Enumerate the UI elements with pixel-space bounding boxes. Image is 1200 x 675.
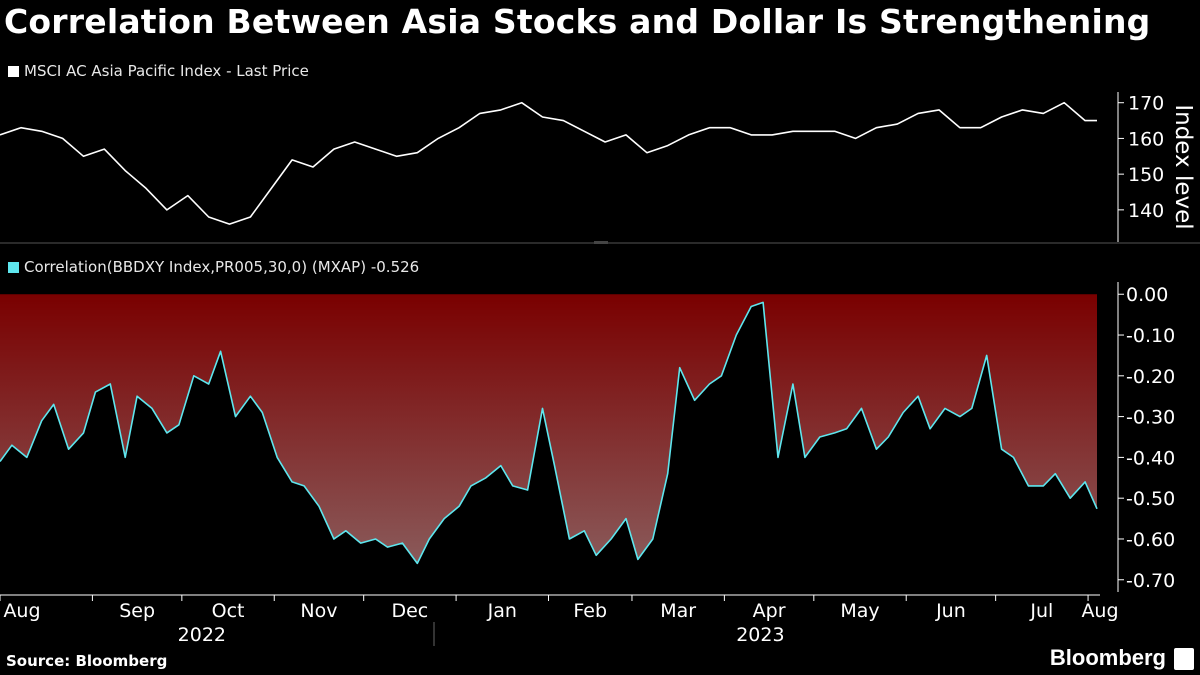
- x-tick-label: Nov: [300, 600, 337, 622]
- panel-resize-handle[interactable]: [594, 241, 608, 244]
- x-year-label: 2022: [178, 624, 226, 646]
- x-axis: Aug Sep Oct Nov Dec Jan Feb Mar Apr May Jun Jul Aug 2…: [0, 594, 1119, 646]
- x-tick-label: Jul: [1029, 600, 1053, 622]
- correlation-y-tick-label: 0.00: [1126, 284, 1168, 306]
- price-legend-label: MSCI AC Asia Pacific Index - Last Price: [24, 62, 309, 80]
- chart-title: Correlation Between Asia Stocks and Doll…: [4, 2, 1151, 41]
- x-tick-label: Apr: [753, 600, 786, 622]
- price-legend: MSCI AC Asia Pacific Index - Last Price: [8, 62, 309, 80]
- corr-legend-swatch: [8, 261, 19, 273]
- x-tick-label: Aug: [3, 600, 40, 622]
- x-tick-label: Aug: [1081, 600, 1118, 622]
- correlation-area-fill: [0, 294, 1097, 564]
- correlation-y-tick-label: -0.70: [1126, 570, 1175, 592]
- x-year-label: 2023: [736, 624, 784, 646]
- source-note: Source: Bloomberg: [6, 652, 168, 670]
- correlation-y-tick-label: -0.60: [1126, 529, 1175, 551]
- corr-legend-label: Correlation(BBDXY Index,PR005,30,0) (MXA…: [24, 258, 420, 276]
- brand-logo: Bloomberg: [1049, 645, 1166, 670]
- price-y-tick-label: 140: [1128, 200, 1164, 222]
- correlation-y-tick-label: -0.40: [1126, 447, 1175, 469]
- bloomberg-terminal-icon: [1174, 648, 1194, 670]
- correlation-y-tick-label: -0.50: [1126, 488, 1175, 510]
- x-tick-label: Feb: [573, 600, 607, 622]
- price-y-tick-label: 160: [1128, 128, 1164, 150]
- corr-legend: Correlation(BBDXY Index,PR005,30,0) (MXA…: [8, 258, 419, 276]
- x-tick-label: Mar: [660, 600, 696, 622]
- correlation-panel: 0.00 -0.10 -0.20 -0.30 -0.40 -0.50 -0.60 -0.70: [0, 282, 1175, 592]
- price-y-tick-label: 150: [1128, 164, 1164, 186]
- correlation-y-tick-label: -0.10: [1126, 325, 1175, 347]
- correlation-y-tick-label: -0.20: [1126, 366, 1175, 388]
- x-tick-label: Sep: [119, 600, 155, 622]
- correlation-y-tick-label: -0.30: [1126, 407, 1175, 429]
- price-y-tick-label: 170: [1128, 93, 1164, 115]
- price-y-axis-title: Index level: [1170, 104, 1196, 229]
- price-line: [0, 101, 1097, 225]
- x-tick-label: May: [840, 600, 879, 622]
- x-tick-label: Jun: [935, 600, 966, 622]
- price-legend-swatch: [8, 65, 19, 77]
- x-tick-label: Oct: [212, 600, 245, 622]
- x-tick-label: Dec: [391, 600, 428, 622]
- price-panel: 140 150 160 170 Index level: [0, 92, 1196, 242]
- correlation-line: [0, 301, 1098, 565]
- x-tick-label: Jan: [487, 600, 517, 622]
